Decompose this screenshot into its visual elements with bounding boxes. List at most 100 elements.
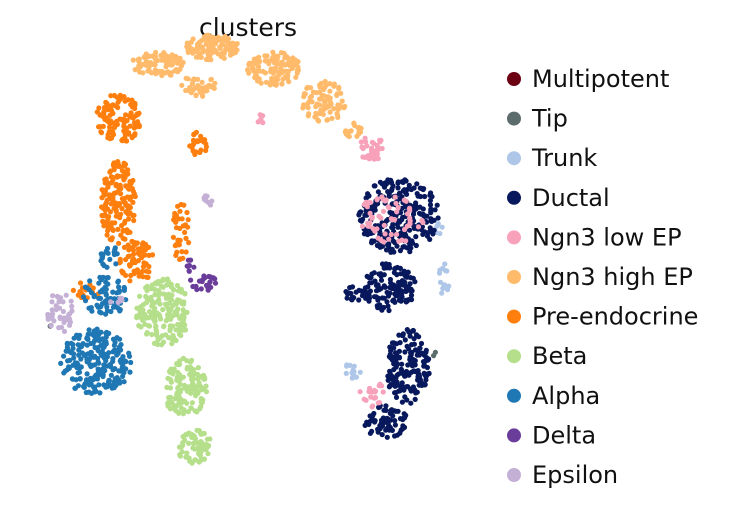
data-point <box>117 256 123 262</box>
data-point <box>396 354 402 360</box>
data-point <box>97 289 103 295</box>
data-point <box>304 85 310 91</box>
data-point <box>160 276 166 282</box>
data-point <box>60 308 66 315</box>
data-point <box>105 206 111 212</box>
data-point <box>408 296 414 302</box>
data-point <box>270 49 276 55</box>
data-point <box>386 205 392 211</box>
data-point <box>350 374 356 380</box>
data-point <box>398 366 404 372</box>
data-point <box>51 318 57 324</box>
data-point <box>177 381 183 387</box>
data-point <box>174 361 180 367</box>
data-point <box>143 285 149 291</box>
data-point <box>412 396 418 402</box>
data-point <box>356 129 362 135</box>
data-point <box>173 252 179 258</box>
data-point <box>388 407 394 413</box>
data-point <box>314 101 320 107</box>
data-point <box>223 44 229 50</box>
data-point <box>377 137 383 143</box>
data-point <box>367 210 373 216</box>
data-point <box>101 366 107 372</box>
data-point <box>394 264 400 271</box>
data-point <box>411 357 418 363</box>
legend-marker <box>507 388 521 403</box>
data-point <box>234 41 240 47</box>
data-point <box>380 389 386 395</box>
data-point <box>118 191 124 197</box>
data-point <box>80 294 87 300</box>
data-point <box>329 115 335 121</box>
data-point <box>394 272 400 278</box>
data-point <box>362 135 368 141</box>
data-point <box>170 234 176 240</box>
data-point <box>195 376 201 382</box>
data-point <box>410 368 416 374</box>
data-point <box>419 350 425 356</box>
data-point <box>116 163 122 169</box>
data-point <box>125 229 131 235</box>
data-point <box>204 193 210 199</box>
data-point <box>95 369 101 375</box>
data-point <box>135 250 141 256</box>
data-point <box>378 237 384 243</box>
data-point <box>132 193 138 199</box>
data-point <box>389 210 395 216</box>
data-point <box>69 350 75 356</box>
data-point <box>418 340 425 347</box>
data-point <box>173 212 179 218</box>
data-point <box>381 420 387 426</box>
data-point <box>123 297 129 303</box>
data-point <box>188 277 194 283</box>
data-point <box>198 147 204 153</box>
data-point <box>383 218 390 224</box>
data-point <box>274 74 280 80</box>
data-point <box>415 368 421 374</box>
data-point <box>149 331 155 338</box>
data-point <box>60 299 66 305</box>
data-point <box>152 318 158 325</box>
data-point <box>320 87 327 93</box>
data-point <box>394 341 400 347</box>
data-point <box>78 356 84 362</box>
data-point <box>100 113 106 120</box>
data-point <box>187 359 193 365</box>
data-point <box>393 200 399 206</box>
data-point <box>194 388 200 394</box>
data-point <box>177 55 183 62</box>
data-point <box>254 68 260 74</box>
data-point <box>68 298 74 304</box>
data-point <box>417 185 423 191</box>
data-point <box>403 238 409 244</box>
data-point <box>301 91 307 97</box>
data-point <box>418 379 424 385</box>
data-point <box>367 385 373 391</box>
data-point <box>127 123 133 129</box>
data-point <box>173 301 179 307</box>
data-point <box>413 200 419 206</box>
data-point <box>184 364 191 370</box>
data-point <box>118 95 124 102</box>
data-point <box>124 194 131 200</box>
data-point <box>127 278 133 284</box>
data-point <box>385 303 391 309</box>
data-point <box>86 327 92 333</box>
data-point <box>308 93 315 99</box>
data-point <box>172 68 178 74</box>
data-point <box>177 256 183 262</box>
data-point <box>119 223 125 229</box>
data-point <box>418 211 424 217</box>
data-point <box>399 361 405 367</box>
data-point <box>369 214 375 220</box>
data-point <box>152 62 158 68</box>
data-point <box>363 230 369 236</box>
data-point <box>268 69 274 75</box>
data-point <box>119 137 125 143</box>
data-point <box>413 234 419 240</box>
data-point <box>73 377 79 383</box>
data-point <box>110 289 116 295</box>
data-point <box>386 307 392 314</box>
